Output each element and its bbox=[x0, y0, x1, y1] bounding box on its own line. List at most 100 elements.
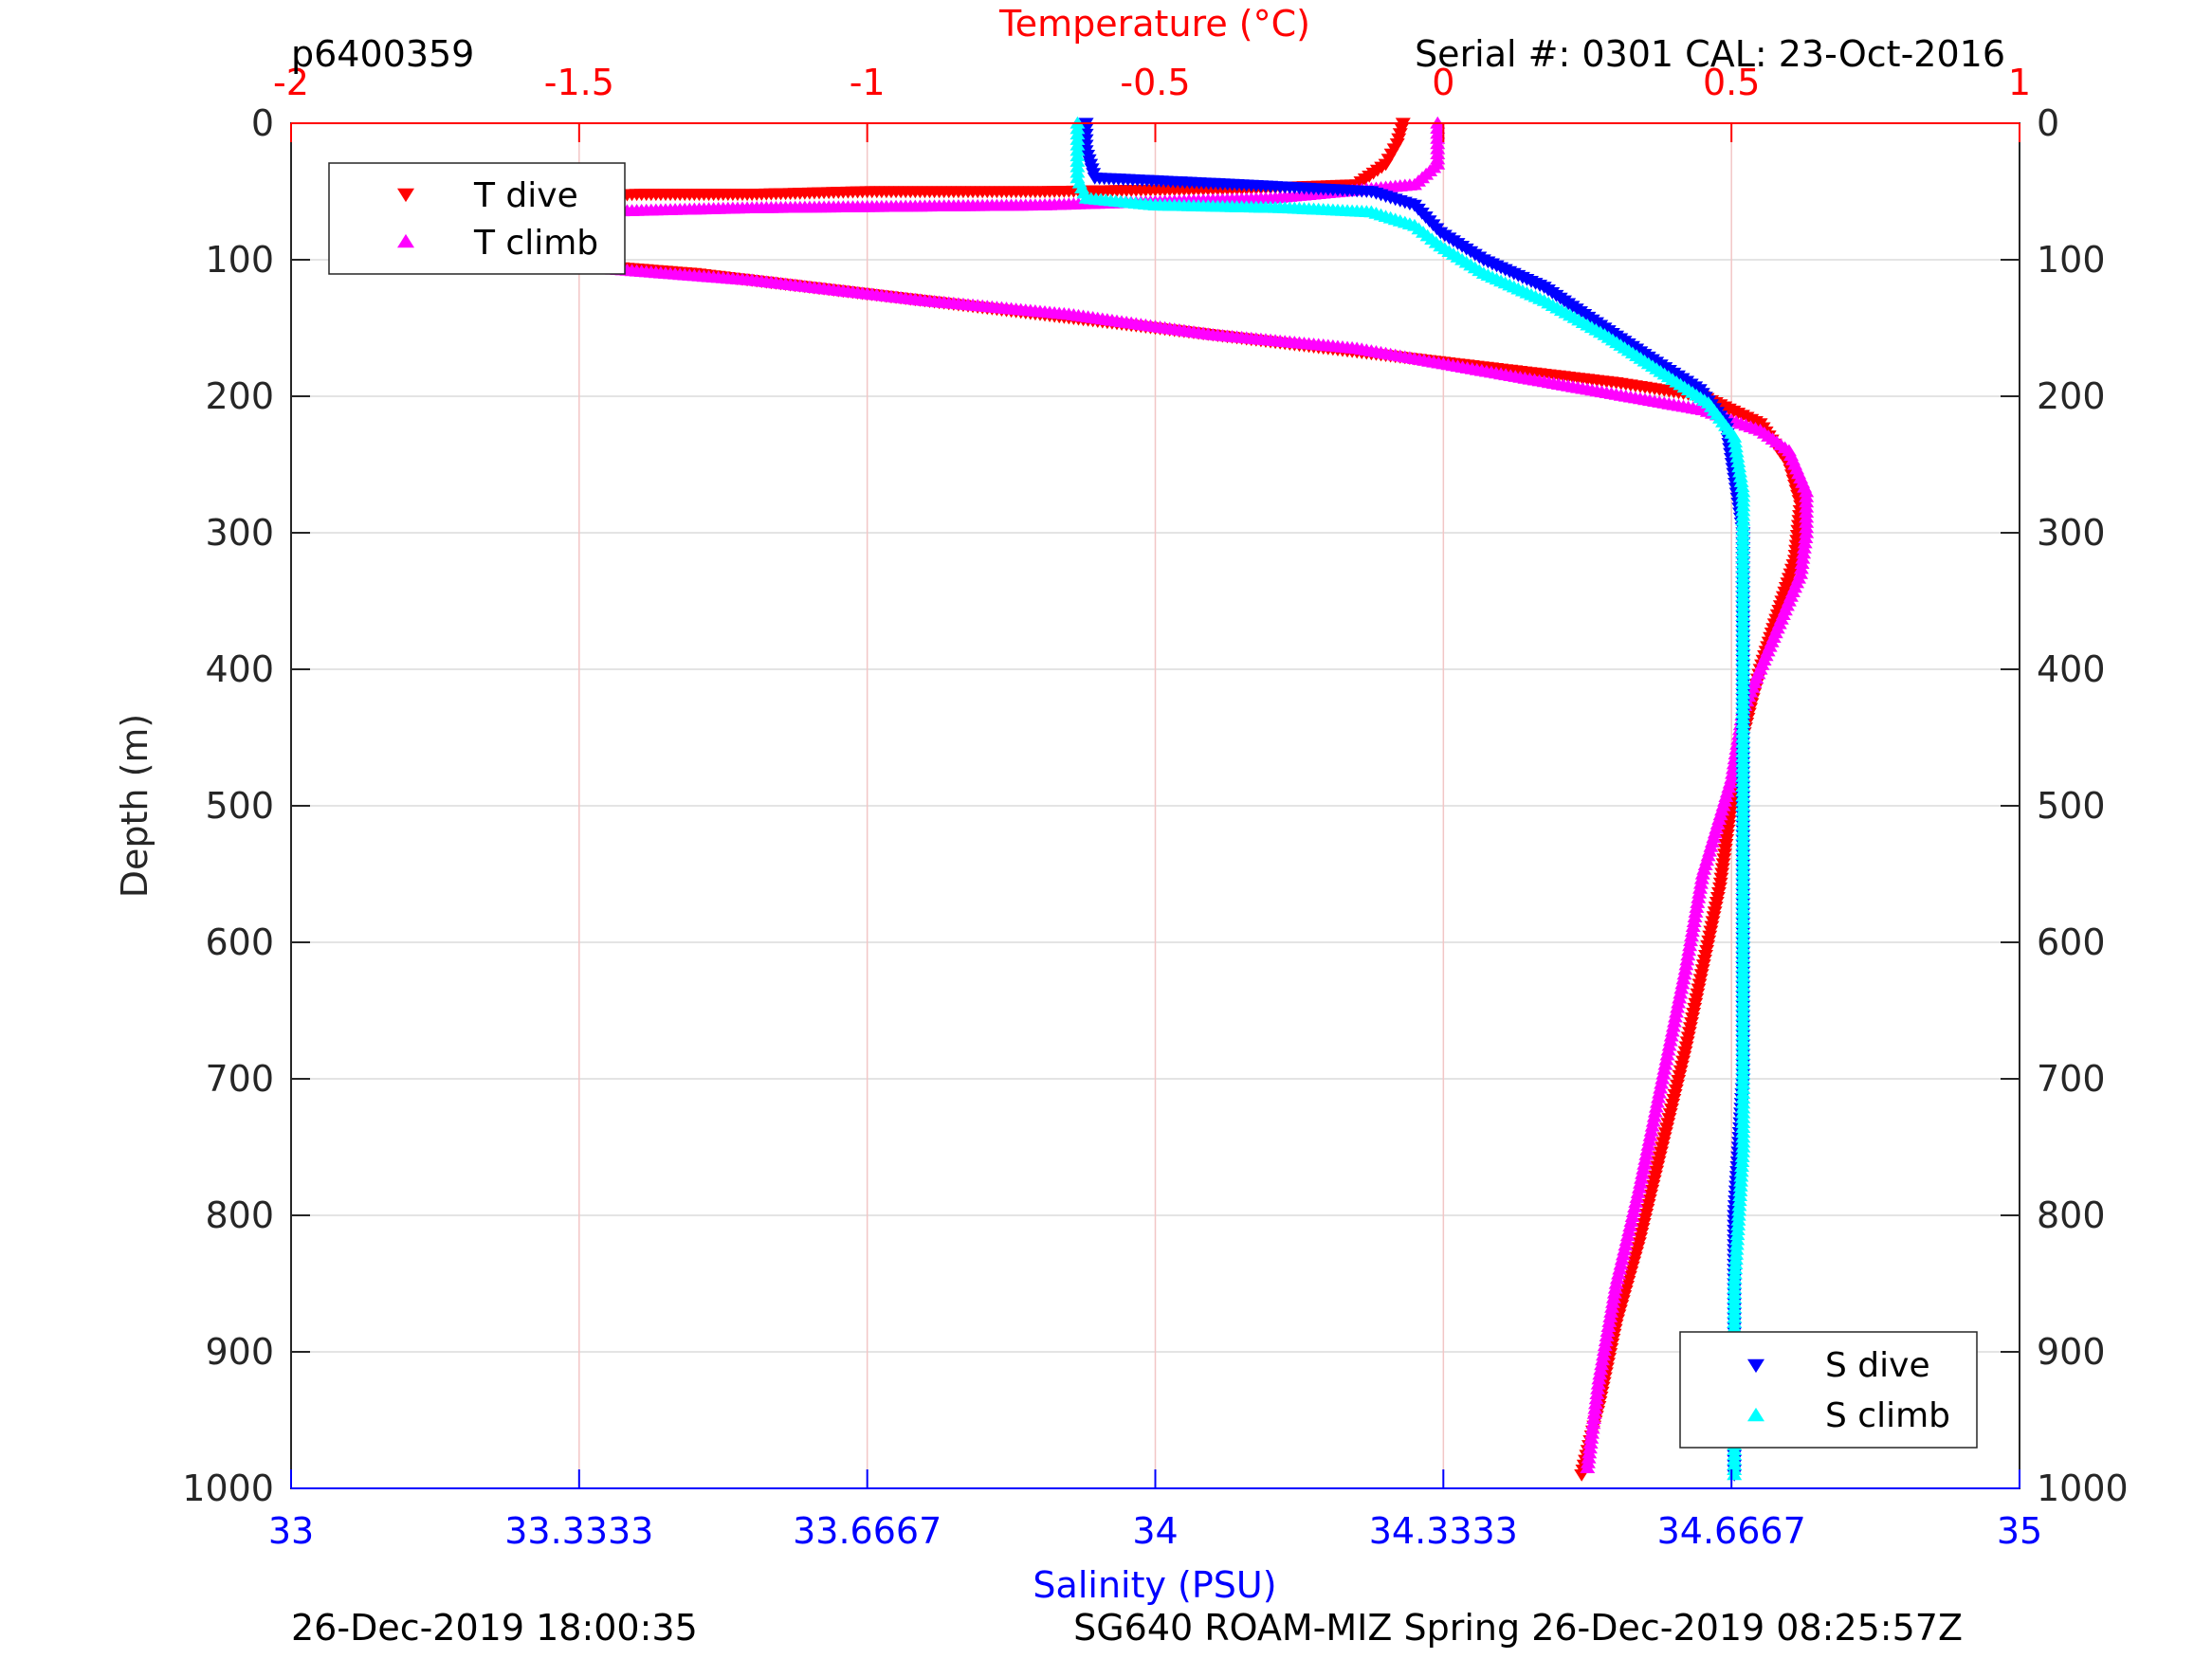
s-climb-marker bbox=[1729, 449, 1746, 463]
temperature-tick-label: -2 bbox=[273, 62, 309, 103]
footer-mission: SG640 ROAM-MIZ Spring 26-Dec-2019 08:25:… bbox=[1073, 1607, 1963, 1649]
t-climb-marker bbox=[1679, 953, 1695, 966]
t-climb-marker bbox=[1665, 1019, 1681, 1032]
t-climb-marker bbox=[1607, 1281, 1623, 1294]
s-climb-marker bbox=[1733, 475, 1749, 487]
t-climb-marker bbox=[1647, 1104, 1663, 1118]
depth-tick-label-right: 500 bbox=[2037, 785, 2106, 827]
legend-salinity-box bbox=[1679, 1331, 1978, 1449]
t-climb-marker bbox=[1652, 1085, 1668, 1099]
t-climb-marker bbox=[1672, 991, 1688, 1004]
t-climb-marker bbox=[1599, 1329, 1615, 1342]
depth-tick-label-left: 0 bbox=[251, 102, 274, 144]
s-climb-marker bbox=[1728, 445, 1745, 458]
t-climb-marker bbox=[1632, 1176, 1648, 1189]
t-climb-marker bbox=[1604, 1295, 1620, 1308]
t-climb-marker bbox=[1645, 1114, 1661, 1127]
salinity-tick-label: 33.6667 bbox=[793, 1510, 941, 1552]
t-climb-marker bbox=[1600, 1324, 1616, 1337]
t-climb-marker bbox=[1666, 1014, 1682, 1028]
depth-tick-label-right: 600 bbox=[2037, 921, 2106, 963]
depth-tick-label-left: 200 bbox=[205, 375, 274, 417]
t-climb-marker bbox=[1685, 920, 1701, 933]
t-climb-marker bbox=[1636, 1157, 1653, 1170]
s-climb-marker bbox=[1728, 435, 1744, 448]
series-t-climb bbox=[427, 116, 1815, 1473]
t-climb-point bbox=[1580, 1461, 1596, 1473]
t-climb-marker bbox=[1691, 885, 1708, 899]
depth-tick-label-left: 300 bbox=[205, 512, 274, 554]
t-climb-marker bbox=[1682, 939, 1698, 952]
t-climb-marker bbox=[1592, 1367, 1608, 1380]
t-climb-marker bbox=[1656, 1062, 1673, 1075]
profile-id-label: p6400359 bbox=[291, 33, 474, 75]
depth-tick-label-right: 100 bbox=[2037, 239, 2106, 281]
t-climb-marker bbox=[1644, 1119, 1660, 1132]
depth-tick-label-left: 900 bbox=[205, 1331, 274, 1373]
legend-temperature-box bbox=[328, 162, 626, 275]
legend-s-dive-label: S dive bbox=[1825, 1346, 1930, 1385]
t-climb-marker bbox=[1595, 1353, 1611, 1366]
temperature-axis-title: Temperature (°C) bbox=[998, 3, 1310, 45]
t-climb-marker bbox=[1649, 1095, 1665, 1108]
t-climb-marker bbox=[1606, 1285, 1622, 1299]
t-climb-point bbox=[1677, 962, 1693, 975]
depth-tick-label-right: 200 bbox=[2037, 375, 2106, 417]
temperature-tick-label: -1 bbox=[850, 62, 886, 103]
series-s-dive bbox=[1078, 118, 1751, 1482]
depth-tick-label-right: 900 bbox=[2037, 1331, 2106, 1373]
s-climb-marker bbox=[1732, 465, 1748, 478]
s-climb-marker bbox=[1734, 480, 1750, 493]
t-climb-marker bbox=[1634, 1171, 1650, 1184]
t-climb-marker bbox=[1678, 957, 1694, 971]
t-climb-marker bbox=[1798, 531, 1814, 543]
depth-tick-label-left: 500 bbox=[205, 785, 274, 827]
series-s-climb bbox=[1069, 116, 1751, 1481]
depth-tick-label-right: 400 bbox=[2037, 648, 2106, 690]
salinity-tick-label: 34 bbox=[1132, 1510, 1178, 1552]
t-climb-marker bbox=[1684, 924, 1700, 938]
s-climb-marker bbox=[1732, 469, 1748, 483]
s-climb-marker bbox=[1731, 460, 1747, 473]
t-climb-marker bbox=[1794, 556, 1810, 569]
t-climb-marker bbox=[1641, 1133, 1657, 1146]
t-climb-marker bbox=[1692, 881, 1709, 894]
t-climb-marker bbox=[1674, 976, 1691, 990]
depth-axis-title: Depth (m) bbox=[114, 714, 155, 899]
s-climb-marker bbox=[1728, 440, 1744, 453]
t-climb-marker bbox=[1654, 1076, 1670, 1089]
t-climb-marker bbox=[1594, 1358, 1610, 1371]
t-climb-marker bbox=[1686, 915, 1702, 927]
t-climb-marker bbox=[1796, 541, 1812, 554]
depth-tick-label-right: 1000 bbox=[2037, 1468, 2129, 1509]
t-climb-marker bbox=[1690, 896, 1706, 908]
t-climb-marker bbox=[1648, 1100, 1664, 1113]
depth-tick-label-left: 800 bbox=[205, 1194, 274, 1236]
t-climb-marker bbox=[1651, 1090, 1667, 1103]
t-climb-marker bbox=[1662, 1033, 1678, 1047]
depth-tick-label-right: 300 bbox=[2037, 512, 2106, 554]
t-climb-marker bbox=[1660, 1043, 1676, 1056]
t-climb-marker bbox=[1637, 1152, 1654, 1165]
t-climb-marker bbox=[1642, 1128, 1658, 1141]
t-climb-marker bbox=[1658, 1052, 1674, 1066]
t-climb-marker bbox=[1643, 1123, 1659, 1137]
legend-s-climb-label: S climb bbox=[1825, 1396, 1950, 1435]
t-climb-marker bbox=[1675, 972, 1691, 985]
t-climb-marker bbox=[1596, 1343, 1612, 1357]
t-climb-marker bbox=[1688, 905, 1704, 918]
salinity-tick-label: 34.3333 bbox=[1369, 1510, 1518, 1552]
t-climb-marker bbox=[1605, 1290, 1621, 1304]
legend-t-climb-marker bbox=[397, 233, 414, 248]
t-climb-marker bbox=[1603, 1305, 1619, 1318]
t-climb-marker bbox=[1663, 1029, 1679, 1042]
t-climb-marker bbox=[1664, 1024, 1680, 1037]
t-climb-marker bbox=[1669, 1005, 1685, 1018]
series-layer bbox=[427, 116, 1815, 1482]
legend-t-dive-marker bbox=[397, 188, 414, 203]
t-climb-marker bbox=[1692, 876, 1709, 889]
legend-s-climb-marker bbox=[1747, 1407, 1764, 1422]
t-climb-marker bbox=[1693, 871, 1709, 884]
depth-tick-label-right: 0 bbox=[2037, 102, 2059, 144]
